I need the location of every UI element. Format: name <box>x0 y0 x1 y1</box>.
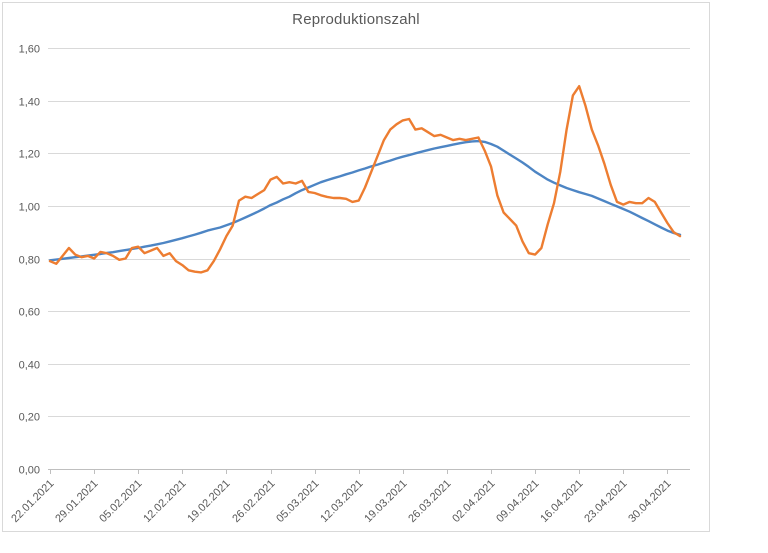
y-tick-label: 1,20 <box>19 149 40 161</box>
series-orange-jagged-line <box>48 84 682 274</box>
chart-frame-border <box>2 2 710 532</box>
y-tick-label: 0,80 <box>19 255 40 267</box>
y-tick-label: 0,00 <box>19 465 40 477</box>
y-tick-label: 0,20 <box>19 412 40 424</box>
y-tick-label: 0,60 <box>19 307 40 319</box>
y-tick-label: 1,00 <box>19 202 40 214</box>
y-tick-label: 0,40 <box>19 360 40 372</box>
chart-title: Reproduktionszahl <box>292 11 420 28</box>
y-tick-label: 1,40 <box>19 97 40 109</box>
series-blue-smooth-line <box>48 139 682 262</box>
y-tick-label: 1,60 <box>19 44 40 56</box>
